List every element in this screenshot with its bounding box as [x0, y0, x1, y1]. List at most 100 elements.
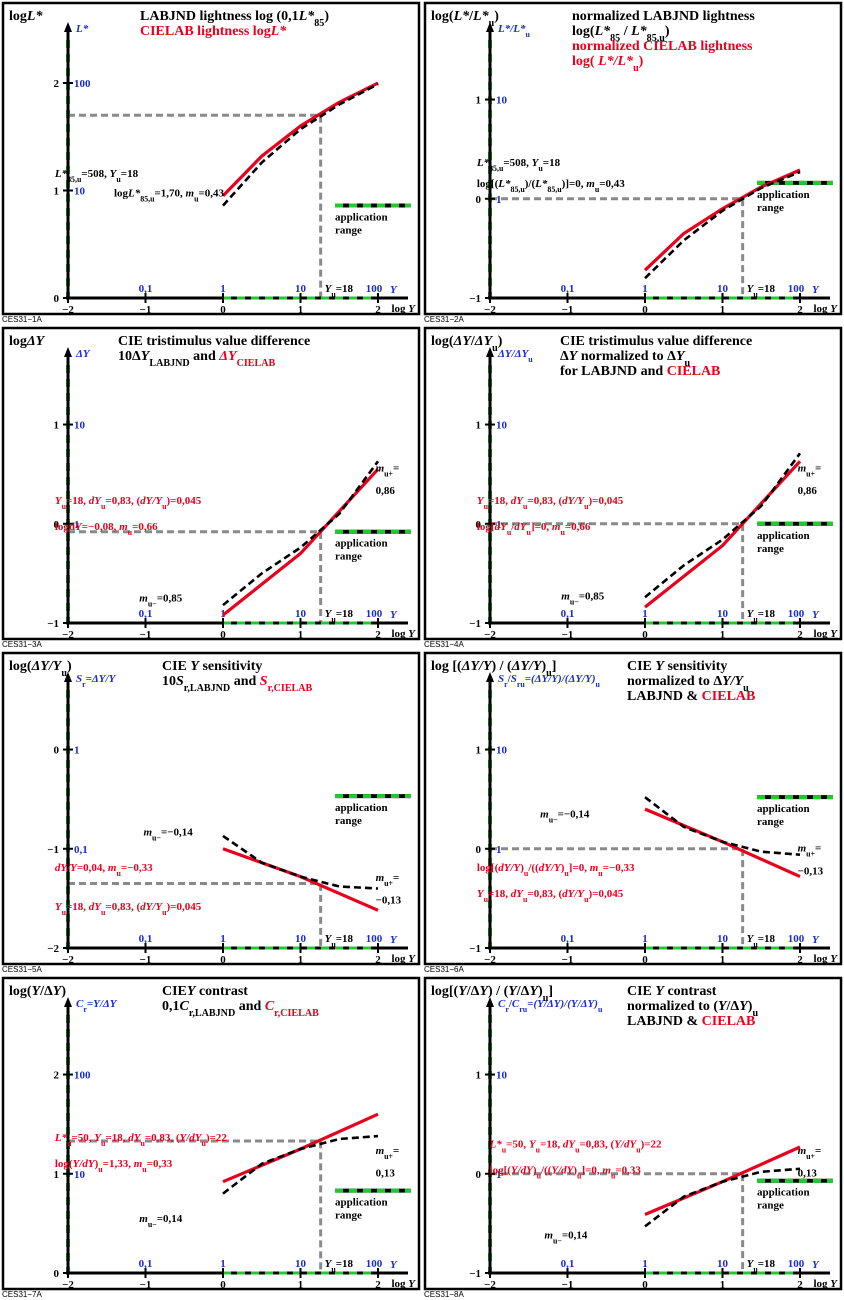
chart-title-line: normalized CIELAB lightness: [572, 39, 753, 54]
y-value-label: 1: [220, 1258, 226, 1270]
y-value-label: 100: [788, 608, 805, 620]
x-tick-label: 1: [298, 629, 304, 641]
application-range-label: application: [335, 538, 388, 550]
x-tick-label: 1: [298, 954, 304, 966]
labjnd-curve: [644, 452, 802, 599]
chart-panel: −2 −1 0 1 2 log Y 0,1 1 10 Yu=18 100 Y −1 0 1 1 10 ΔY/ΔYu…: [422, 325, 844, 650]
y-axis-arrow: [64, 672, 72, 682]
x-tick-label: 1: [298, 1279, 304, 1291]
y-tick-value: 1: [496, 519, 502, 531]
y-axis-arrow: [486, 997, 494, 1007]
chart-title-line: 10Sr,LABJND and Sr,CIELAB: [162, 674, 313, 694]
chart-svg: −2 −1 0 1 2 log Y 0,1 1 10 Yu=18 100 Y 0 1 10 2 100 Cr=Y/…: [1, 976, 421, 1291]
application-range-label: application: [335, 1197, 388, 1209]
x-tick-label: −2: [62, 1279, 74, 1291]
x-axis-title: log Y: [813, 1278, 838, 1290]
x-tick-label: 1: [720, 954, 726, 966]
chart-title-line: ΔY normalized to ΔYu: [560, 349, 691, 369]
panel-code: CES31−3A: [2, 640, 42, 649]
x-tick-label: 2: [797, 629, 803, 641]
y-axis-arrow: [486, 672, 494, 682]
chart-svg: −2 −1 0 1 2 log Y 0,1 1 10 Yu=18 100 Y −2 −1 0,1 0 1 Sr=Δ…: [1, 651, 421, 966]
y-var-label: Y: [390, 1259, 398, 1271]
y-tick-label: 0: [476, 194, 482, 206]
y-tick-value: 10: [74, 420, 86, 432]
chart-panel: −2 −1 0 1 2 log Y 0,1 1 10 Yu=18 100 Y 0 1 10 2 100 L* log…: [0, 0, 422, 325]
y-tick-label: 1: [54, 420, 60, 432]
y-tick-value: 1: [74, 519, 80, 531]
x-tick-label: 2: [797, 954, 803, 966]
labjnd-curve: [222, 834, 379, 890]
annotation: 0,86: [798, 485, 818, 497]
y-value-label: 0,1: [561, 283, 575, 295]
y-axis-name: Cr/Cru=(Y/ΔY)/(Y/ΔY)u: [498, 998, 603, 1014]
x-tick-label: −1: [562, 304, 574, 316]
annotation: L*u=50, Yu=18, dYu=0,83, (Y/dYu)=22: [489, 1138, 663, 1154]
x-tick-label: 2: [797, 1279, 803, 1291]
annotation: mu+=: [376, 1145, 400, 1161]
y-tick-value: 10: [496, 420, 508, 432]
annotation: logL*85,u=1,70, mu=0,43: [114, 188, 225, 204]
application-range-label: range: [335, 551, 362, 563]
yu-label: Yu=18: [747, 283, 776, 299]
x-tick-label: 0: [642, 304, 648, 316]
y-var-label: Y: [390, 284, 398, 296]
x-tick-label: 1: [720, 1279, 726, 1291]
application-range-label: range: [757, 202, 784, 214]
y-value-label: 10: [717, 608, 729, 620]
x-tick-label: 1: [298, 304, 304, 316]
y-var-label: Y: [812, 1259, 820, 1271]
y-tick-label: 0: [54, 745, 60, 757]
labjnd-curve: [222, 82, 379, 207]
x-axis-title: log Y: [813, 628, 838, 640]
panel-code: CES31−5A: [2, 965, 42, 974]
chart-title-line: normalized to (Y/ΔY)u: [627, 999, 758, 1019]
x-tick-label: −2: [484, 1279, 496, 1291]
x-tick-label: −2: [62, 304, 74, 316]
application-range-label: range: [757, 816, 784, 828]
chart-title-line: CIE tristimulus value difference: [560, 334, 752, 349]
panel-code: CES31−6A: [424, 965, 464, 974]
annotation: mu+=: [798, 462, 822, 478]
panel-code: CES31−7A: [2, 1290, 42, 1299]
application-range-label: application: [757, 803, 810, 815]
y-axis-title: log [(ΔY/Y) / (ΔY/Y)u]: [431, 659, 556, 679]
y-tick-value: 1: [496, 1169, 502, 1181]
y-axis-name: ΔY: [75, 348, 91, 360]
y-tick-label: 0: [54, 1268, 60, 1280]
y-tick-label: 0: [54, 293, 60, 305]
y-axis-title: log(ΔY/Yu): [9, 659, 72, 679]
x-tick-label: −2: [62, 629, 74, 641]
y-tick-value: 1: [496, 194, 502, 206]
x-tick-label: 2: [375, 1279, 381, 1291]
chart-title-line: normalized to ΔY/Yu: [627, 674, 749, 694]
y-axis-arrow: [486, 347, 494, 357]
chart-title-line: CIE Y sensitivity: [627, 659, 727, 674]
y-value-label: 10: [717, 933, 729, 945]
y-axis-arrow: [64, 22, 72, 32]
y-tick-value: 10: [74, 1169, 86, 1181]
annotation: log[(dY/Y)u/((dY/Y)u]=0, mu=−0,33: [477, 862, 635, 878]
x-tick-label: 1: [720, 629, 726, 641]
y-tick-value: 10: [496, 745, 508, 757]
chart-title-line: CIE tristimulus value difference: [118, 334, 310, 349]
chart-svg: −2 −1 0 1 2 log Y0,1 1 10 Yu=18 100 Y−10 11 10Cr/Cru…: [423, 976, 843, 1291]
x-axis-title: log Y: [391, 1278, 416, 1290]
x-tick-label: 1: [720, 304, 726, 316]
annotation: log(Y/dY)u=1,33, mu=0,33: [55, 1158, 173, 1174]
chart-panel: −2 −1 0 1 2 log Y 0,1 1 10 Yu=18 100 Y −1 0 1 1 10 Cr/Cru…: [422, 975, 844, 1300]
x-axis-title: log Y: [391, 953, 416, 965]
y-axis-name: L*: [75, 23, 89, 35]
y-value-label: 0,1: [561, 933, 575, 945]
y-var-label: Y: [812, 609, 820, 621]
y-value-label: 100: [366, 608, 383, 620]
annotation: mu−=0,85: [561, 591, 604, 607]
chart-title-line: log(L*85 / L*85,u): [572, 24, 670, 44]
y-value-label: 1: [220, 283, 226, 295]
x-tick-label: −1: [562, 629, 574, 641]
y-value-label: 10: [717, 283, 729, 295]
application-range-label: application: [757, 189, 810, 201]
application-range-label: range: [335, 225, 362, 237]
y-tick-label: 1: [54, 1169, 60, 1181]
labjnd-curve: [222, 460, 380, 607]
